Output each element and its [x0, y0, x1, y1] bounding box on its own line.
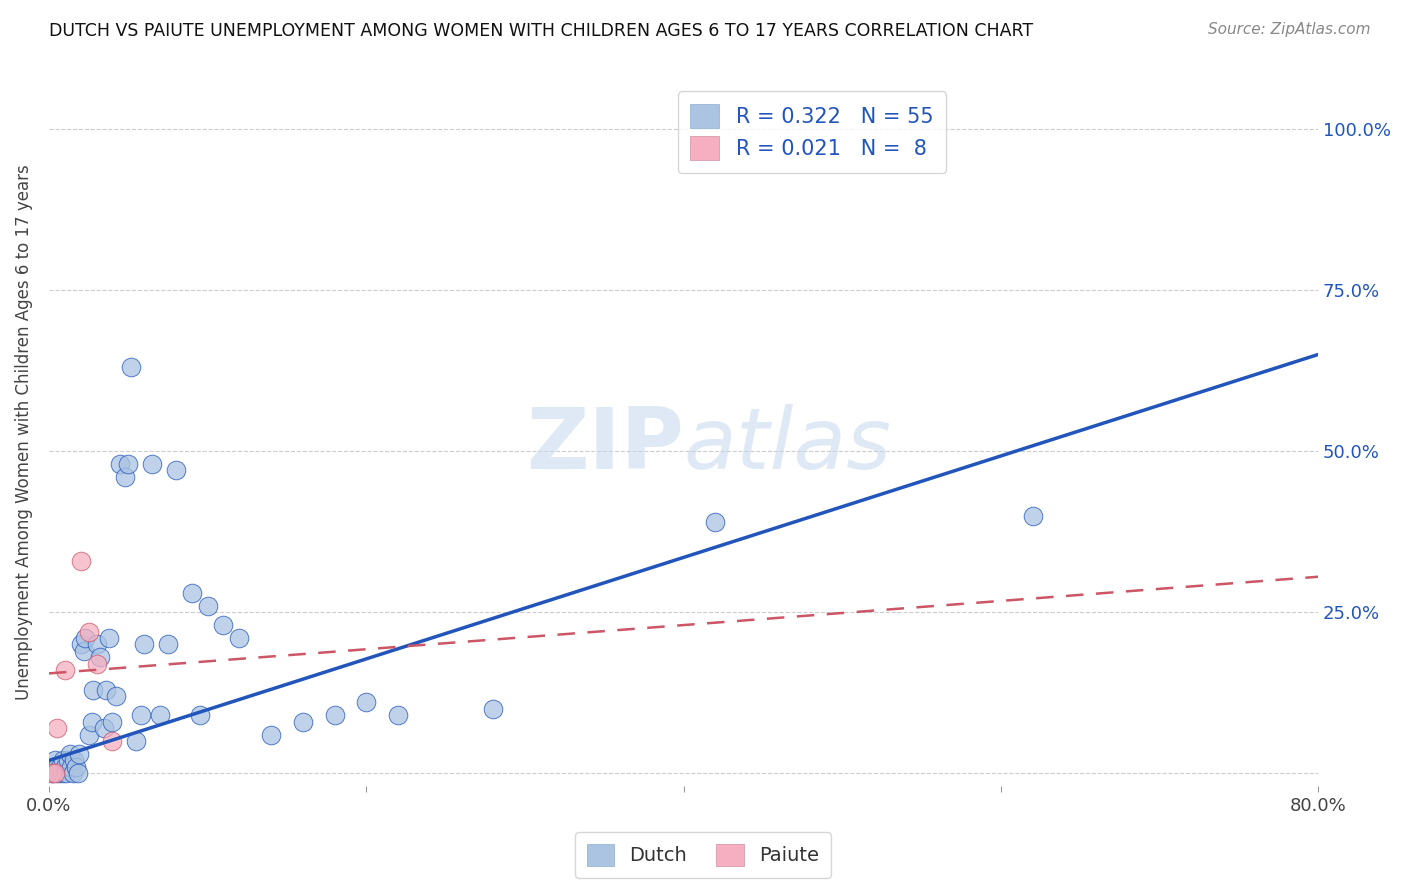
Point [69, 554, 91, 568]
Point [66, 766, 89, 780]
Point [704, 515, 727, 529]
Point [156, 637, 179, 651]
Point [482, 702, 505, 716]
Point [117, 457, 139, 471]
Point [53, 663, 76, 677]
Point [89, 650, 111, 665]
Point [51, 766, 73, 780]
Point [63, 753, 86, 767]
Point [77, 728, 100, 742]
Point [387, 708, 409, 723]
Point [86, 637, 108, 651]
Text: Source: ZipAtlas.com: Source: ZipAtlas.com [1208, 22, 1371, 37]
Text: atlas: atlas [683, 404, 891, 487]
Point [356, 695, 378, 709]
Point [62, 766, 84, 780]
Point [228, 631, 250, 645]
Text: DUTCH VS PAIUTE UNEMPLOYMENT AMONG WOMEN WITH CHILDREN AGES 6 TO 17 YEARS CORREL: DUTCH VS PAIUTE UNEMPLOYMENT AMONG WOMEN… [49, 22, 1033, 40]
Point [55, 766, 77, 780]
Point [77, 624, 100, 639]
Point [41, 766, 63, 780]
Point [212, 618, 235, 632]
Point [75, 631, 97, 645]
Legend: R = 0.322   N = 55, R = 0.021   N =  8: R = 0.322 N = 55, R = 0.021 N = 8 [678, 91, 946, 173]
Point [129, 708, 152, 723]
Point [52, 753, 75, 767]
Point [67, 747, 90, 761]
Point [44, 766, 66, 780]
Point [180, 586, 202, 600]
Point [86, 657, 108, 671]
Text: ZIP: ZIP [526, 404, 683, 487]
Point [65, 760, 87, 774]
Point [114, 470, 136, 484]
Point [60, 760, 83, 774]
Point [94, 682, 117, 697]
Point [44, 753, 66, 767]
Point [141, 457, 163, 471]
Point [104, 689, 127, 703]
Point [188, 708, 211, 723]
Point [101, 714, 124, 729]
Point [93, 721, 115, 735]
Point [45, 760, 67, 774]
Point [42, 760, 65, 774]
Point [56, 753, 79, 767]
Point [69, 637, 91, 651]
Point [121, 360, 143, 375]
Point [49, 760, 72, 774]
Point [80, 714, 103, 729]
Point [82, 682, 104, 697]
Point [260, 728, 283, 742]
Point [197, 599, 219, 613]
Point [1021, 508, 1043, 523]
Legend: Dutch, Paiute: Dutch, Paiute [575, 832, 831, 878]
Point [98, 631, 121, 645]
Point [73, 644, 96, 658]
Point [165, 463, 187, 477]
Point [291, 714, 314, 729]
Point [125, 734, 148, 748]
Point [45, 721, 67, 735]
Point [149, 708, 172, 723]
Point [41, 766, 63, 780]
Point [134, 637, 156, 651]
Point [101, 734, 124, 748]
Point [110, 457, 132, 471]
Point [53, 760, 76, 774]
Point [58, 747, 80, 761]
Y-axis label: Unemployment Among Women with Children Ages 6 to 17 years: Unemployment Among Women with Children A… [15, 164, 32, 699]
Point [48, 766, 70, 780]
Point [323, 708, 346, 723]
